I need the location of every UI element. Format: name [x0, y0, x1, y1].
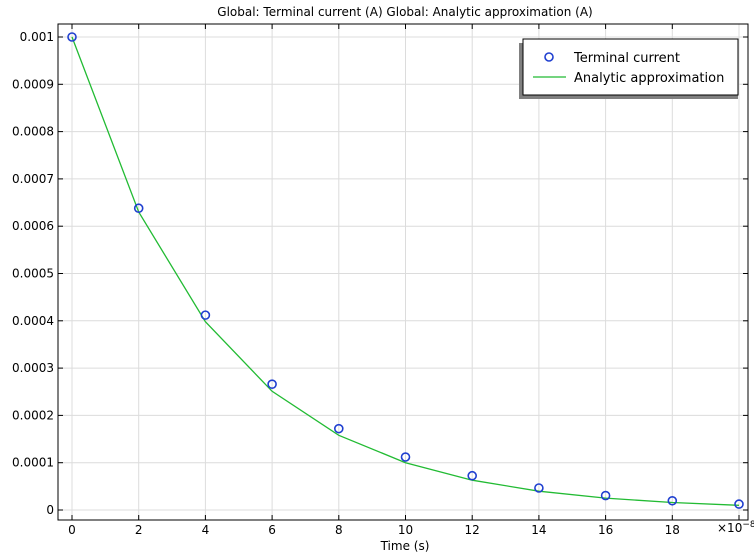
plot-area: [58, 24, 748, 520]
y-tick-label: 0.0004: [12, 314, 54, 328]
y-tick-label: 0.0007: [12, 172, 54, 186]
legend-label-analytic-approximation: Analytic approximation: [574, 71, 724, 86]
data-point-terminal-current: [534, 483, 544, 493]
y-tick-label: 0.0002: [12, 408, 54, 422]
y-tick-label: 0.001: [20, 30, 54, 44]
y-tick-label: 0.0009: [12, 77, 54, 91]
x-tick-label: 2: [135, 523, 143, 537]
data-point-terminal-current: [667, 495, 678, 506]
x-tick-label: 4: [202, 523, 210, 537]
data-point-terminal-current: [734, 499, 744, 509]
y-tick-label: 0.0008: [12, 125, 54, 139]
x-tick-label: 10: [398, 523, 413, 537]
series-line-analytic-approximation: [71, 36, 740, 506]
series-markers: [67, 32, 744, 509]
x-axis-label: Time (s): [380, 539, 430, 553]
y-tick-label: 0: [46, 503, 54, 517]
y-tick-label: 0.0001: [12, 456, 54, 470]
chart-title: Global: Terminal current (A) Global: Ana…: [217, 5, 592, 19]
x-axis-multiplier: ×10−8: [717, 520, 754, 535]
legend: Terminal current Analytic approximation: [519, 38, 739, 99]
legend-label-terminal-current: Terminal current: [573, 51, 680, 66]
data-point-terminal-current: [67, 32, 77, 42]
grid: [58, 24, 748, 520]
data-point-terminal-current: [600, 490, 611, 501]
x-tick-label: 18: [665, 523, 680, 537]
x-tick-label: 0: [68, 523, 76, 537]
data-point-terminal-current: [400, 452, 411, 462]
x-tick-labels: 0 2 4 6 8 10 12 14 16 18: [68, 523, 680, 537]
x-tick-label: 6: [268, 523, 276, 537]
y-tick-labels: 0 0.0001 0.0002 0.0003 0.0004 0.0005 0.0006 0.0…: [12, 30, 54, 517]
data-point-terminal-current: [467, 470, 478, 481]
series-lines: [71, 36, 740, 506]
x-tick-label: 12: [465, 523, 480, 537]
y-tick-label: 0.0006: [12, 219, 54, 233]
y-tick-label: 0.0003: [12, 361, 54, 375]
x-tick-label: 14: [531, 523, 546, 537]
data-point-terminal-current: [133, 203, 144, 214]
data-point-terminal-current: [267, 379, 277, 389]
legend-box: [522, 38, 739, 96]
x-tick-label: 16: [598, 523, 613, 537]
x-tick-label: 8: [335, 523, 343, 537]
plot-frame: [57, 23, 749, 521]
data-point-terminal-current: [200, 310, 211, 320]
data-point-terminal-current: [333, 423, 344, 434]
axes: [57, 23, 749, 521]
y-tick-label: 0.0005: [12, 267, 54, 281]
legend-marker-terminal-current: [544, 52, 554, 62]
